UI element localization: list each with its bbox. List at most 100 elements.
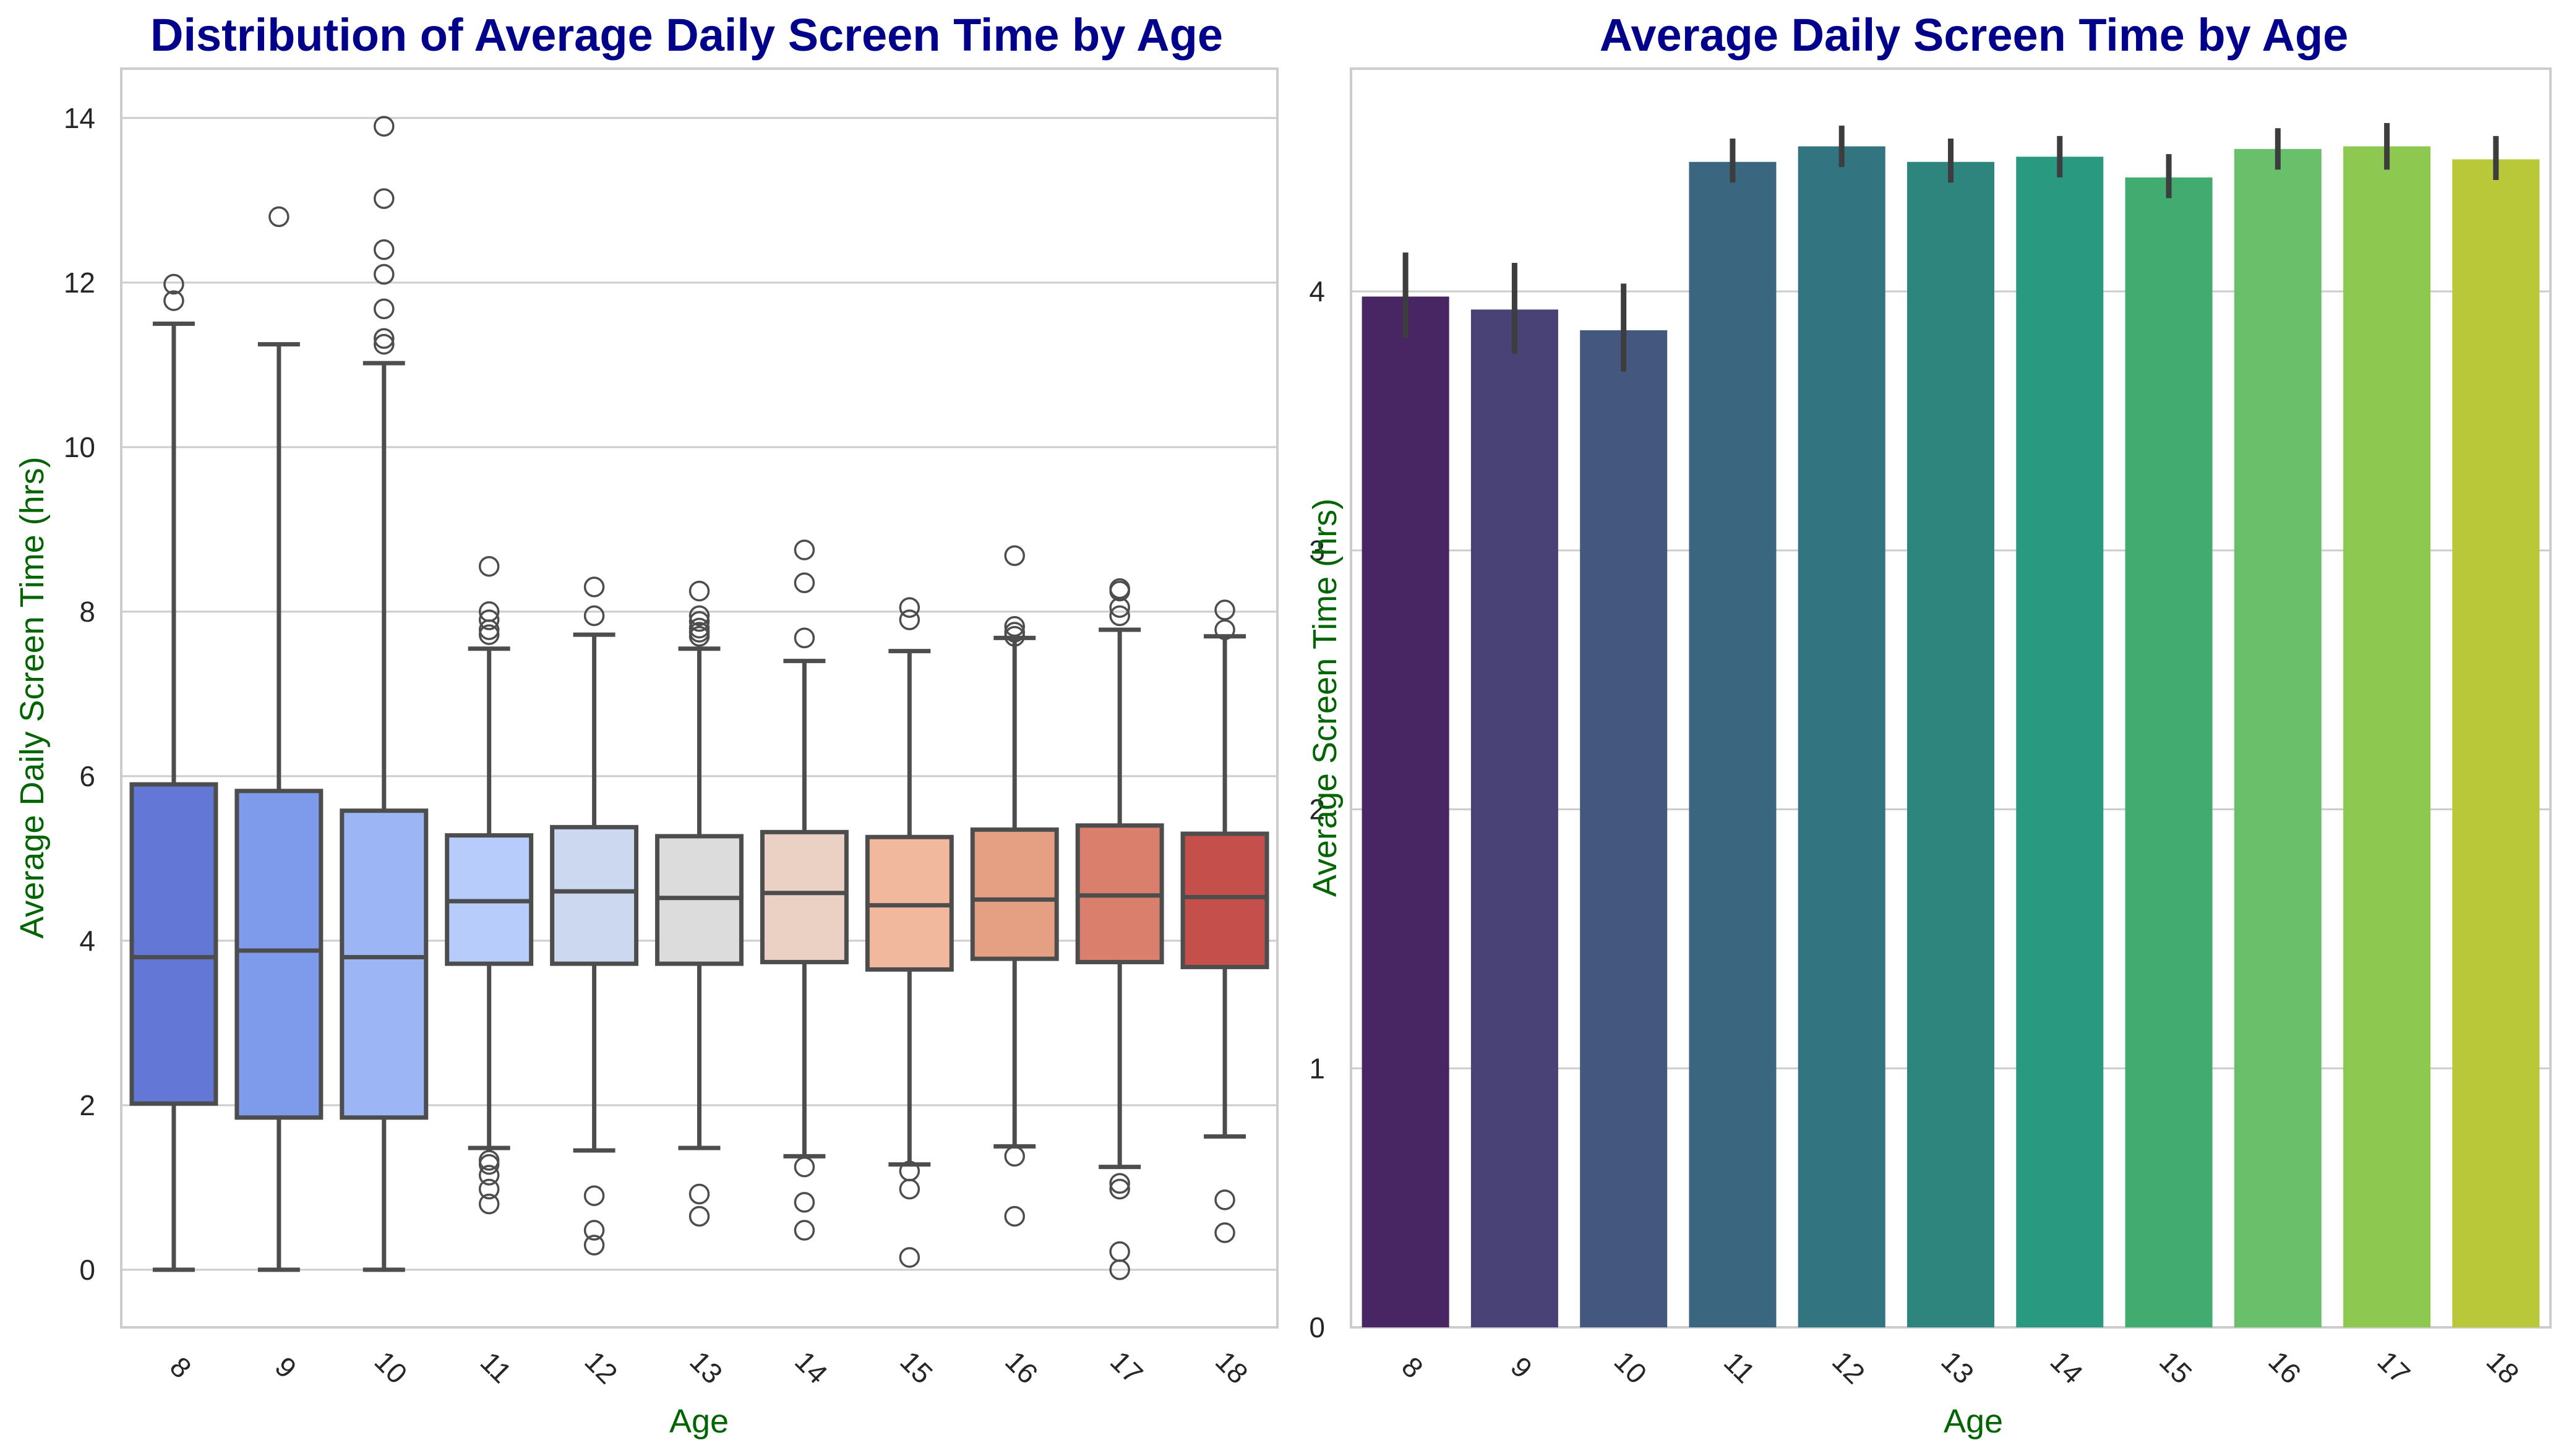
bar xyxy=(2452,159,2540,1328)
bar-group-age-12 xyxy=(1798,126,1885,1327)
barchart-bars xyxy=(1362,122,2540,1328)
box-outlier-point xyxy=(1109,578,1130,599)
barchart-x-tick-label: 9 xyxy=(1504,1350,1538,1384)
box-group-age-9 xyxy=(234,206,324,1272)
box-iqr xyxy=(1180,831,1269,969)
box-outlier-point xyxy=(899,597,920,618)
barchart-x-axis-label: Age xyxy=(1944,1403,2003,1440)
bar xyxy=(1689,161,1777,1328)
boxplot-title: Distribution of Average Daily Screen Tim… xyxy=(150,9,1223,61)
box-outlier-point xyxy=(794,1156,815,1178)
box-outlier-point xyxy=(899,1247,920,1268)
boxplot-y-tick-label: 6 xyxy=(79,760,95,792)
box-outlier-point xyxy=(794,539,815,560)
box-outlier-point xyxy=(374,188,395,209)
barchart-x-tick-label: 16 xyxy=(2262,1345,2307,1390)
box-outlier-point xyxy=(583,576,605,597)
barchart-y-tick-labels: 0 1 2 3 4 xyxy=(1309,275,1325,1343)
box-outlier-point xyxy=(1004,545,1025,567)
box-iqr xyxy=(760,829,849,964)
bar-group-age-9 xyxy=(1470,263,1558,1327)
boxplot-y-tick-label: 0 xyxy=(79,1254,95,1286)
box-iqr xyxy=(340,808,429,1120)
box-iqr xyxy=(970,827,1059,961)
bar xyxy=(2016,156,2104,1328)
boxplot-y-axis-label: Average Daily Screen Time (hrs) xyxy=(14,456,51,938)
box-outlier-point xyxy=(374,328,395,349)
box-group-age-10 xyxy=(340,116,429,1272)
bar-group-age-15 xyxy=(2125,154,2213,1327)
boxplot-x-tick-label: 17 xyxy=(1104,1345,1149,1390)
boxplot-x-tick-label: 8 xyxy=(164,1350,198,1384)
box-outlier-point xyxy=(1214,1222,1235,1243)
barchart-x-tick-label: 11 xyxy=(1718,1345,1762,1389)
barchart-x-tick-label: 14 xyxy=(2044,1345,2090,1390)
bar-group-age-17 xyxy=(2343,122,2431,1327)
box-outlier-point xyxy=(1004,1146,1025,1167)
boxplot-x-tick-label: 14 xyxy=(789,1345,834,1390)
box-outlier-point xyxy=(478,609,500,630)
box-outlier-point xyxy=(163,273,184,295)
bar xyxy=(2343,146,2431,1327)
box-outlier-point xyxy=(478,624,500,645)
box-outlier-point xyxy=(583,1185,605,1206)
boxplot-x-tick-label: 10 xyxy=(369,1345,414,1390)
box-outlier-point xyxy=(1004,616,1025,637)
boxplot-x-tick-label: 13 xyxy=(684,1345,729,1390)
box-group-age-8 xyxy=(129,273,218,1272)
box-outlier-point xyxy=(268,206,289,228)
box-group-age-16 xyxy=(970,545,1059,1227)
box-outlier-point xyxy=(478,601,500,622)
box-outlier-point xyxy=(794,1220,815,1241)
barchart-y-tick-label: 1 xyxy=(1309,1052,1325,1084)
box-outlier-point xyxy=(1214,619,1235,640)
box-outlier-point xyxy=(583,605,605,627)
box-iqr xyxy=(129,782,218,1106)
bar-group-age-10 xyxy=(1580,283,1668,1327)
box-outlier-point xyxy=(478,555,500,577)
boxplot-y-tick-label: 8 xyxy=(79,596,95,628)
box-group-age-11 xyxy=(445,555,534,1215)
bar xyxy=(1362,296,1449,1328)
box-outlier-point xyxy=(899,609,920,630)
bar-group-age-8 xyxy=(1362,252,1449,1328)
box-outlier-point xyxy=(478,1165,500,1186)
barchart-y-axis-label: Average Screen Time (hrs) xyxy=(1306,499,1344,897)
bar xyxy=(1470,309,1558,1327)
box-outlier-point xyxy=(1004,622,1025,643)
barchart-y-tick-label: 4 xyxy=(1309,275,1325,307)
box-outlier-point xyxy=(688,611,710,632)
box-outlier-point xyxy=(688,605,710,627)
box-outlier-point xyxy=(688,580,710,602)
boxplot-y-tick-label: 4 xyxy=(79,925,95,957)
box-outlier-point xyxy=(1004,1205,1025,1227)
bar xyxy=(2125,177,2213,1327)
box-outlier-point xyxy=(374,116,395,137)
bar xyxy=(1906,161,1995,1328)
barchart-y-tick-label: 0 xyxy=(1309,1311,1325,1343)
box-outlier-point xyxy=(688,1183,710,1205)
boxplot-x-tick-label: 16 xyxy=(999,1345,1044,1390)
boxplot-x-tick-label: 11 xyxy=(474,1345,518,1389)
boxplot-y-tick-label: 2 xyxy=(79,1089,95,1121)
boxplot-y-tick-label: 14 xyxy=(64,102,95,134)
boxplot-y-tick-labels: 0 2 4 6 8 10 12 14 xyxy=(64,102,95,1286)
barchart-y-tick-label: 2 xyxy=(1309,794,1325,826)
box-outlier-point xyxy=(1109,1241,1130,1262)
bar-group-age-18 xyxy=(2452,135,2540,1328)
boxplot-x-axis-label: Age xyxy=(669,1403,729,1440)
bar-group-age-11 xyxy=(1689,139,1777,1328)
box-outlier-point xyxy=(1214,599,1235,620)
box-outlier-point xyxy=(583,1235,605,1256)
box-outlier-point xyxy=(478,1193,500,1215)
box-group-age-15 xyxy=(865,597,954,1268)
boxplot-x-tick-labels: 8 9 10 11 12 13 14 15 16 17 18 xyxy=(164,1345,1254,1390)
barchart-x-tick-label: 15 xyxy=(2153,1345,2198,1390)
boxplot-x-tick-label: 9 xyxy=(269,1350,303,1384)
box-group-age-17 xyxy=(1075,578,1164,1280)
barchart-x-tick-label: 13 xyxy=(1935,1345,1980,1390)
barchart-y-tick-label: 3 xyxy=(1309,534,1325,567)
boxplot-x-tick-label: 12 xyxy=(578,1345,624,1390)
box-outlier-point xyxy=(478,1150,500,1171)
